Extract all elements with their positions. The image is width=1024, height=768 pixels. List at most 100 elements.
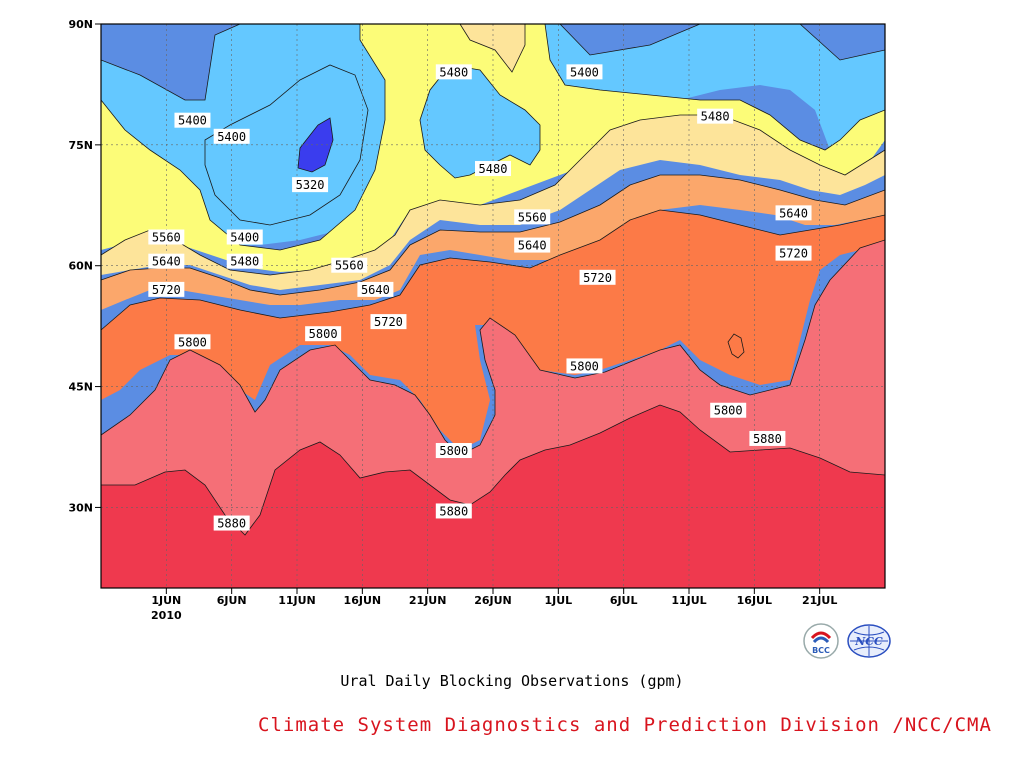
chart-title: Ural Daily Blocking Observations (gpm)	[340, 672, 684, 690]
contour-label-bg	[697, 108, 734, 124]
y-tick-label: 45N	[68, 381, 93, 394]
contour-label: 5560	[148, 229, 185, 245]
band-5640-5720	[101, 175, 885, 310]
contour-label: 5800	[566, 358, 603, 374]
contour-label: 5560	[331, 257, 368, 273]
contour-label-text: 5720	[374, 315, 403, 329]
contour-label: 5800	[305, 326, 342, 342]
contour-label: 5400	[226, 229, 263, 245]
contour-label-bg	[566, 358, 603, 374]
contour-label: 5640	[357, 281, 394, 297]
contour-label-text: 5560	[152, 231, 181, 245]
y-tick-label: 30N	[68, 501, 93, 514]
contour-label-bg	[475, 161, 511, 177]
x-tick-label: 1JUL	[544, 594, 572, 607]
contour-label: 5640	[148, 253, 185, 269]
contour-label-bg	[174, 112, 211, 128]
contour-label-bg	[226, 253, 263, 269]
contour-label-text: 5640	[152, 255, 181, 269]
contour-label-bg	[775, 205, 812, 221]
contour-label-bg	[775, 245, 812, 261]
contour-label: 5480	[475, 161, 511, 177]
x-tick-label: 21JUL	[802, 594, 837, 607]
island-5720-5800	[728, 334, 744, 358]
contour-label: 5880	[435, 503, 472, 519]
core-below-5320	[298, 118, 333, 172]
contour-label-bg	[749, 430, 786, 446]
contour-label-bg	[148, 229, 185, 245]
contour-label-bg	[710, 402, 747, 418]
contour-label: 5800	[710, 402, 747, 418]
x-tick-label: 21JUN	[409, 594, 447, 607]
contour-label-bg	[435, 64, 472, 80]
contour-label-text: 5800	[439, 444, 468, 458]
contour-label: 5400	[213, 128, 250, 144]
ncc-logo: NCC	[847, 624, 891, 658]
x-tick-label: 6JUN	[217, 594, 247, 607]
contour-label-text: 5880	[439, 504, 468, 518]
contour-label-bg	[514, 237, 551, 253]
contour-label-text: 5800	[570, 359, 599, 373]
contour-label-bg	[435, 503, 472, 519]
contour-label: 5640	[514, 237, 551, 253]
contour-label-bg	[292, 177, 329, 193]
contour-label: 5720	[775, 245, 812, 261]
x-tick-label: 16JUL	[737, 594, 772, 607]
contour-label-text: 5480	[439, 65, 468, 79]
contour-label: 5880	[213, 515, 250, 531]
y-tick-label: 60N	[68, 260, 93, 273]
contour-label-bg	[435, 443, 472, 459]
contour-label-text: 5640	[779, 206, 808, 220]
org-caption: Climate System Diagnostics and Predictio…	[258, 714, 992, 736]
contour-label-text: 5400	[217, 130, 246, 144]
contour-label: 5480	[435, 64, 472, 80]
contour-label-text: 5320	[296, 178, 325, 192]
contour-label: 5480	[226, 253, 263, 269]
contour-label-text: 5880	[753, 432, 782, 446]
x-axis: 1JUN 6JUN 11JUN 16JUN 21JUN 26JUN 1JUL 6JUL 11JU…	[151, 588, 837, 607]
contour-label-text: 5800	[309, 327, 338, 341]
x-tick-label: 16JUN	[344, 594, 382, 607]
contour-label: 5400	[174, 112, 211, 128]
y-tick-label: 90N	[68, 18, 93, 31]
x-tick-label: 1JUN	[151, 594, 181, 607]
contour-label-bg	[514, 209, 551, 225]
contour-label-text: 5560	[335, 259, 364, 273]
contour-label-text: 5880	[217, 517, 246, 531]
contour-label-text: 5720	[583, 271, 612, 285]
contour-label-bg	[579, 269, 616, 285]
contour-label: 5720	[579, 269, 616, 285]
contour-label-text: 5480	[230, 255, 259, 269]
contour-label: 5880	[749, 430, 786, 446]
contour-label-bg	[148, 281, 185, 297]
contour-label: 5400	[566, 64, 603, 80]
contour-label-bg	[331, 257, 368, 273]
contour-fills	[101, 24, 885, 588]
contour-label-text: 5720	[779, 247, 808, 261]
contour-label-bg	[226, 229, 263, 245]
x-tick-label: 6JUL	[610, 594, 638, 607]
contour-label-bg	[370, 314, 407, 330]
contour-label-bg	[357, 281, 394, 297]
contour-label: 5560	[514, 209, 551, 225]
contour-labels: 5480 5400 5400 5400 5480 5320 5480 5560 5640 5560…	[148, 64, 812, 531]
contour-label-text: 5480	[479, 162, 508, 176]
contour-label: 5320	[292, 177, 329, 193]
contour-label-bg	[213, 515, 250, 531]
contour-label: 5720	[370, 314, 407, 330]
contour-label-text: 5800	[714, 404, 743, 418]
island-5400-5480	[420, 65, 540, 178]
x-tick-label: 26JUN	[474, 594, 512, 607]
contour-label-bg	[305, 326, 342, 342]
contour-label: 5720	[148, 281, 185, 297]
x-tick-label: 11JUL	[671, 594, 706, 607]
contour-label-text: 5640	[518, 239, 547, 253]
y-axis: 30N 45N 60N 75N 90N	[68, 18, 101, 514]
contour-label-bg	[213, 128, 250, 144]
x-tick-label: 11JUN	[278, 594, 316, 607]
contour-label-text: 5640	[361, 283, 390, 297]
contour-label-bg	[148, 253, 185, 269]
contour-label-bg	[174, 334, 211, 350]
y-tick-label: 75N	[68, 139, 93, 152]
